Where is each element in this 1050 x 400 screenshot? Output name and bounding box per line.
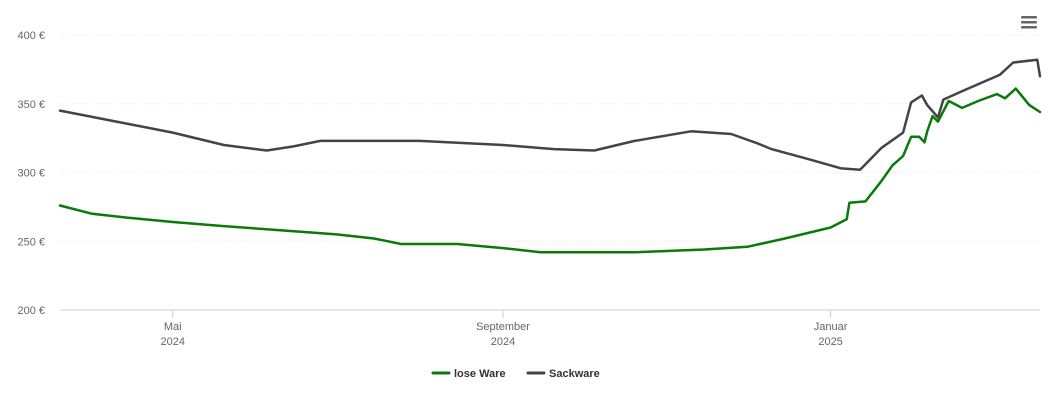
- legend-item-lose-ware[interactable]: lose Ware: [431, 368, 506, 380]
- y-axis-tick-labels: 200 € 250 € 300 € 350 € 400 €: [17, 30, 45, 317]
- y-tick-label: 400 €: [17, 30, 45, 42]
- grid-lines: [60, 34, 1040, 242]
- x-tick-year-label: 2024: [491, 336, 515, 348]
- x-tick-month-label: September: [476, 321, 530, 333]
- x-tick-month-label: Mai: [164, 321, 182, 333]
- series-line-lose-ware: [58, 87, 1042, 254]
- x-tick-month-label: Januar: [814, 321, 848, 333]
- legend: lose Ware Sackware: [431, 368, 600, 380]
- y-tick-label: 350 €: [17, 99, 45, 111]
- legend-label: Sackware: [549, 368, 600, 380]
- y-tick-label: 200 €: [17, 305, 45, 317]
- series-line-sackware: [58, 58, 1042, 172]
- hamburger-menu-button[interactable]: [1014, 10, 1044, 36]
- x-tick-year-label: 2025: [818, 336, 842, 348]
- x-tick-year-label: 2024: [161, 336, 185, 348]
- y-tick-label: 300 €: [17, 168, 45, 180]
- y-tick-label: 250 €: [17, 236, 45, 248]
- legend-item-sackware[interactable]: Sackware: [526, 368, 600, 380]
- x-axis-tick-labels: Mai 2024 September 2024 Januar 2025: [161, 310, 848, 348]
- legend-label: lose Ware: [454, 368, 506, 380]
- series-lines: [58, 58, 1042, 254]
- hamburger-menu-icon[interactable]: [1021, 16, 1037, 29]
